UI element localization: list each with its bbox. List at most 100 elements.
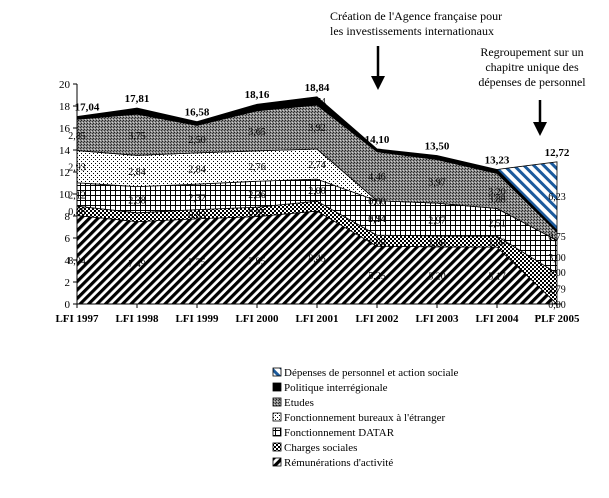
data-label: 4,46 xyxy=(368,172,386,183)
data-label: 2,38 xyxy=(128,196,146,207)
x-tick-label: LFI 2002 xyxy=(355,313,399,325)
data-label: 7,95 xyxy=(248,256,266,267)
annotation-arrowhead xyxy=(371,76,385,90)
data-label: 0,83 xyxy=(188,210,206,221)
data-label: 2,93 xyxy=(68,163,86,174)
x-tick-label: LFI 1999 xyxy=(175,313,219,325)
x-tick-label: LFI 1997 xyxy=(55,313,99,325)
legend-label: Charges sociales xyxy=(284,442,357,454)
y-tick-label: 10 xyxy=(59,189,71,201)
segment-labels: 8,04 7,49 7,75 7,95 8,45 5,25 5,20 5,17 0,00 0,86… xyxy=(68,97,566,311)
y-tick-label: 8 xyxy=(65,211,71,223)
data-label: 3,65 xyxy=(248,127,266,138)
total-label: 16,58 xyxy=(185,107,210,119)
data-label: 2,51 xyxy=(488,218,506,229)
legend-swatch-etudes xyxy=(272,397,282,407)
data-label: 1,00 xyxy=(428,237,446,248)
data-label: 3,00 xyxy=(548,253,566,264)
data-label: 3,88 xyxy=(488,194,506,205)
legend-swatch-fonctionnement-datar xyxy=(272,427,282,437)
area-layers xyxy=(76,96,559,305)
annotation-arrowhead xyxy=(533,122,547,136)
data-label: 2,79 xyxy=(548,285,566,296)
data-label: 2,84 xyxy=(188,164,206,175)
annotation-text: les investissements internationaux xyxy=(330,24,494,38)
total-label: 17,81 xyxy=(125,93,150,105)
y-tick-label: 0 xyxy=(65,299,71,311)
data-label: 3,14 xyxy=(368,214,386,225)
total-label: 13,23 xyxy=(485,154,510,166)
data-label: 2,32 xyxy=(188,193,206,204)
y-tick-label: 4 xyxy=(65,255,71,267)
y-tick-label: 16 xyxy=(59,123,71,135)
total-label: 18,84 xyxy=(305,82,330,94)
data-label: 8,04 xyxy=(68,256,86,267)
data-label: 2,85 xyxy=(68,131,86,142)
annotation-text: Création de l'Agence française pour xyxy=(330,9,502,23)
x-tick-label: LFI 2004 xyxy=(475,313,519,325)
y-tick-label: 2 xyxy=(65,277,71,289)
axes: 0 2 4 6 8 10 12 14 16 18 20 LFI 1997 LFI 1998 LFI 199… xyxy=(55,79,580,325)
data-label: 3,92 xyxy=(308,123,326,134)
data-label: 0,00 xyxy=(368,197,386,208)
legend-label: Fonctionnement DATAR xyxy=(284,427,395,439)
total-label: 12,72 xyxy=(545,147,570,159)
data-label: 0,94 xyxy=(368,214,386,225)
data-label: 0,85 xyxy=(248,208,266,219)
x-tick-label: LFI 2001 xyxy=(295,313,338,325)
legend-label: Fonctionnement bureaux à l'étranger xyxy=(284,412,445,424)
area-depenses-de-personnel-et-action-sociale xyxy=(496,161,558,232)
data-label: 3,20 xyxy=(488,187,506,198)
data-label: 3,75 xyxy=(128,131,146,142)
legend-label: Dépenses de personnel et action sociale xyxy=(284,367,459,379)
total-label: 18,16 xyxy=(245,89,270,101)
y-tick-label: 18 xyxy=(59,101,71,113)
y-tick-label: 6 xyxy=(65,233,71,245)
total-label: 13,50 xyxy=(425,141,450,153)
data-label: 6,23 xyxy=(548,192,566,203)
data-label: 5,25 xyxy=(368,271,386,282)
data-label: 2,12 xyxy=(68,190,86,201)
data-label: 2,84 xyxy=(128,167,146,178)
data-label: 2,76 xyxy=(248,162,266,173)
data-label: 7,49 xyxy=(128,259,146,270)
data-label: 2,97 xyxy=(428,215,446,226)
legend-label: Politique interrégionale xyxy=(284,382,388,394)
data-label: 5,20 xyxy=(428,271,446,282)
total-labels: 17,04 17,81 16,58 18,16 18,84 14,10 13,50 13,23… xyxy=(75,82,570,167)
data-label: 5,17 xyxy=(488,272,506,283)
data-label: 0,74 xyxy=(308,97,326,108)
data-label: 1,00 xyxy=(368,237,386,248)
legend-label: Etudes xyxy=(284,397,314,409)
data-label: 1,00 xyxy=(488,238,506,249)
data-label: 0,00 xyxy=(548,300,566,311)
data-label: 2,50 xyxy=(188,135,206,146)
x-tick-label: PLF 2005 xyxy=(534,313,580,325)
data-label: 0,75 xyxy=(548,232,566,243)
x-tick-label: LFI 1998 xyxy=(115,313,159,325)
legend: Dépenses de personnel et action sociale P… xyxy=(272,367,459,469)
total-label: 17,04 xyxy=(75,102,100,114)
data-label: 2,36 xyxy=(248,190,266,201)
legend-label: Rémunérations d'activité xyxy=(284,457,393,469)
annotation-text: dépenses de personnel xyxy=(478,75,586,89)
y-tick-label: 14 xyxy=(59,145,71,157)
area-politique-interregionale xyxy=(76,96,558,234)
data-label: 7,75 xyxy=(188,257,206,268)
legend-swatch-politique-interregionale xyxy=(272,382,282,392)
data-label: 0,86 xyxy=(68,207,86,218)
legend-swatch-fonctionnement-bureaux-a-l-etranger xyxy=(272,412,282,422)
annotation-text: chapitre unique des xyxy=(485,60,579,74)
total-label: 14,10 xyxy=(365,134,390,146)
legend-swatch-depenses-de-personnel-et-action-sociale xyxy=(272,367,282,377)
data-label: 1,00 xyxy=(548,268,566,279)
x-tick-label: LFI 2003 xyxy=(415,313,459,325)
legend-swatch-remunerations-d-activite xyxy=(272,457,282,467)
data-label: 2,00 xyxy=(308,186,326,197)
annotation-text: Regroupement sur un xyxy=(480,45,583,59)
data-label: 8,45 xyxy=(308,254,326,265)
x-tick-label: LFI 2000 xyxy=(235,313,279,325)
y-tick-label: 20 xyxy=(59,79,71,91)
